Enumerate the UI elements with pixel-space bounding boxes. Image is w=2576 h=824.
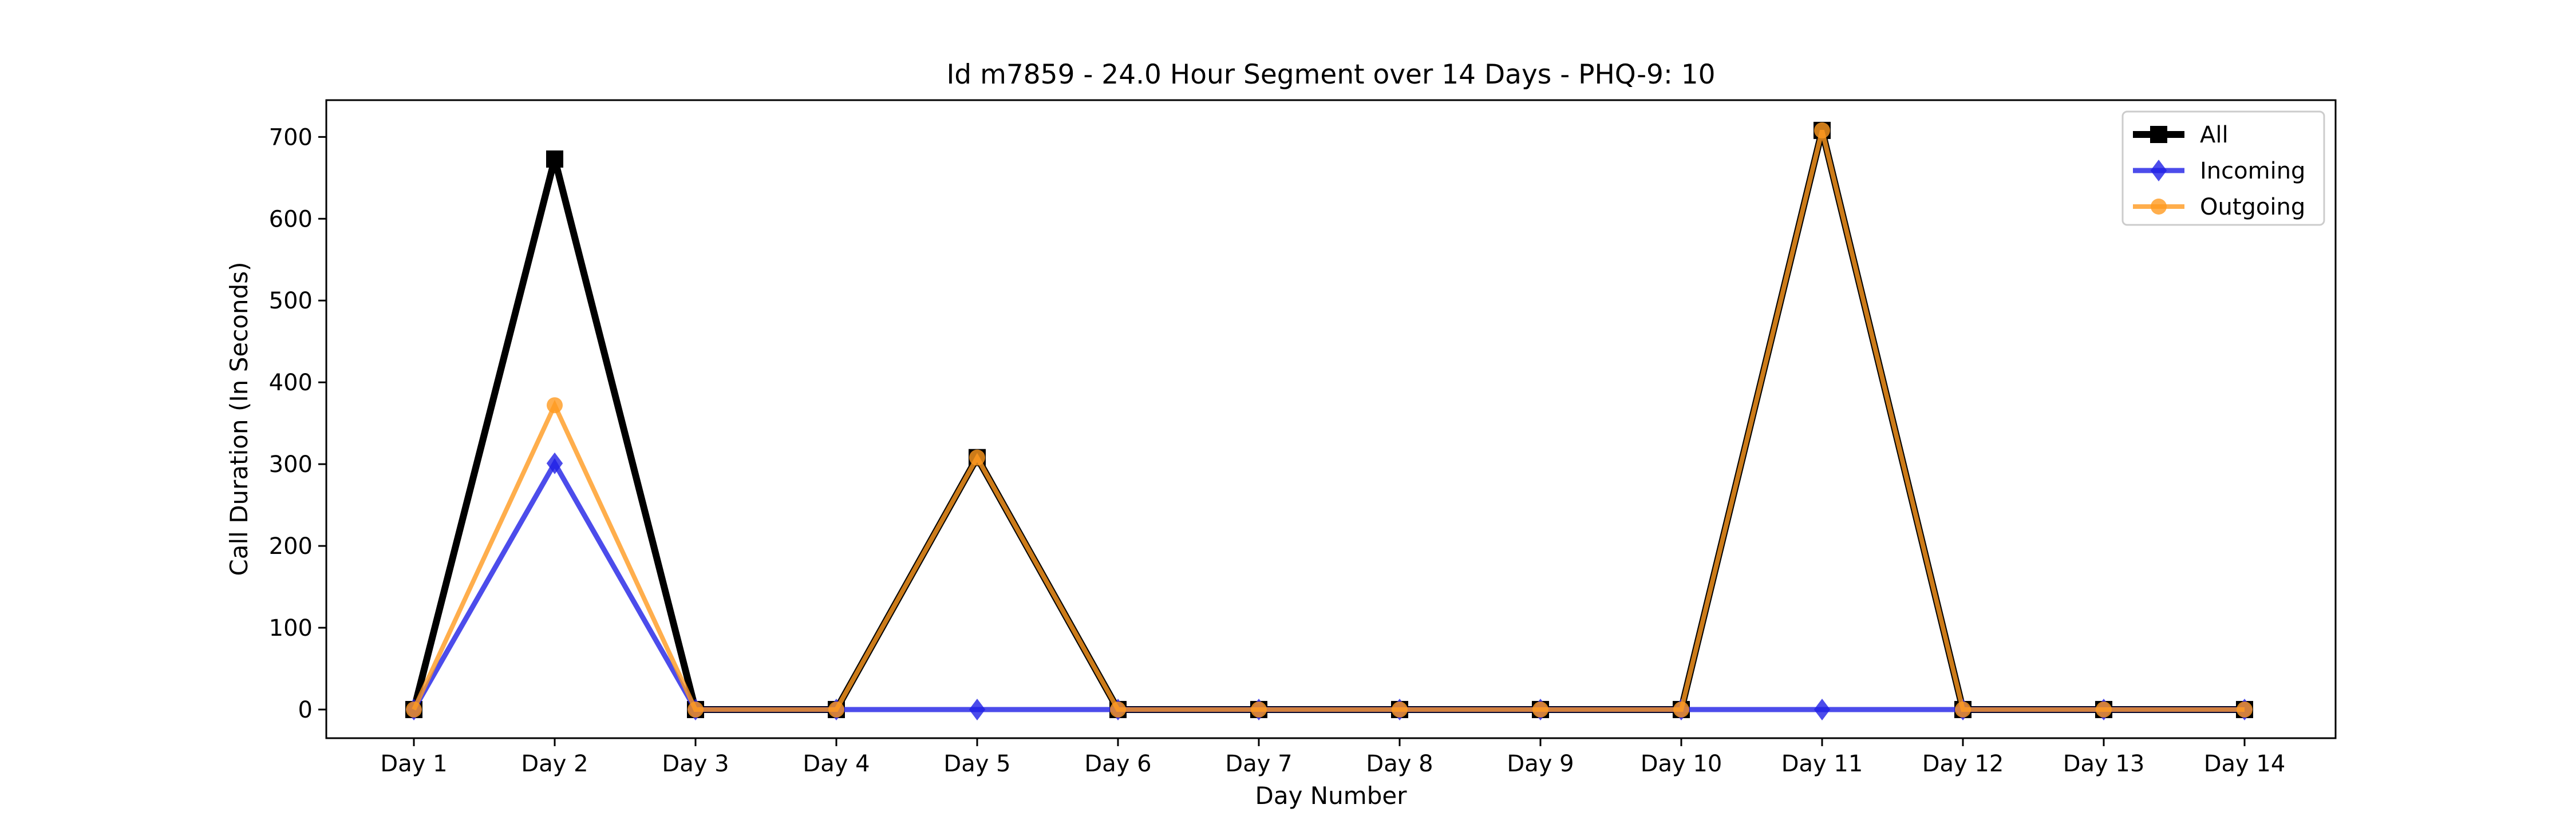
x-tick-label: Day 4 (803, 751, 870, 777)
data-point-incoming-5 (969, 698, 986, 720)
data-point-outgoing-5 (969, 449, 985, 466)
legend-marker-all (2150, 126, 2167, 143)
y-tick-label: 0 (298, 697, 313, 723)
x-tick-label: Day 10 (1641, 751, 1722, 777)
legend-label: Incoming (2200, 158, 2305, 184)
data-point-outgoing-7 (1251, 701, 1267, 718)
x-tick-label: Day 5 (943, 751, 1010, 777)
series-outgoing (406, 122, 2253, 718)
plot-frame (325, 99, 2337, 739)
data-point-outgoing-9 (1532, 701, 1548, 718)
data-point-outgoing-10 (1673, 701, 1689, 718)
data-point-outgoing-3 (688, 701, 704, 718)
x-tick-label: Day 6 (1084, 751, 1151, 777)
data-point-outgoing-8 (1392, 701, 1408, 718)
x-tick-label: Day 1 (380, 751, 447, 777)
x-axis-label: Day Number (1255, 782, 1407, 810)
legend-box (2121, 110, 2325, 226)
series-all (405, 121, 2253, 718)
x-tick-label: Day 11 (1781, 751, 1863, 777)
data-point-outgoing-14 (2237, 701, 2253, 718)
series-line-outgoing (412, 129, 2245, 712)
x-tick-label: Day 12 (1922, 751, 2004, 777)
x-tick-label: Day 8 (1366, 751, 1433, 777)
x-tick-label: Day 13 (2063, 751, 2145, 777)
legend-item-incoming: Incoming (2133, 158, 2305, 184)
x-tick-label: Day 7 (1225, 751, 1292, 777)
legend-marker-incoming (2150, 160, 2167, 181)
y-tick-label: 300 (269, 451, 313, 478)
legend-label: Outgoing (2200, 194, 2305, 220)
plot-marks (405, 121, 2253, 720)
data-point-incoming-11 (1814, 698, 1831, 720)
data-point-outgoing-11 (1814, 122, 1830, 138)
legend-item-outgoing: Outgoing (2133, 194, 2305, 220)
legend-label: All (2200, 122, 2229, 148)
data-point-outgoing-6 (1110, 701, 1126, 718)
y-axis: 0 100 200 300 400 500 600 700 (269, 124, 326, 723)
y-axis-label: Call Duration (In Seconds) (225, 262, 253, 576)
y-tick-label: 700 (269, 124, 313, 150)
data-point-outgoing-2 (547, 397, 563, 414)
data-point-all-2 (546, 150, 563, 168)
x-tick-label: Day 3 (662, 751, 729, 777)
data-point-outgoing-12 (1955, 701, 1971, 718)
y-tick-label: 600 (269, 206, 313, 232)
y-tick-label: 400 (269, 370, 313, 396)
data-point-incoming-2 (546, 452, 563, 474)
x-axis: Day 1 Day 2 Day 3 Day 4 Day 5 Day 6 Day 7 Day 8… (380, 738, 2285, 777)
chart-title: Id m7859 - 24.0 Hour Segment over 14 Day… (946, 59, 1715, 90)
data-point-outgoing-1 (406, 701, 422, 718)
data-point-outgoing-13 (2096, 701, 2112, 718)
legend-marker-outgoing (2151, 199, 2167, 215)
x-tick-label: Day 2 (521, 751, 588, 777)
data-point-outgoing-4 (828, 701, 844, 718)
x-tick-label: Day 14 (2204, 751, 2286, 777)
y-tick-label: 100 (269, 615, 313, 641)
series-line-all (410, 129, 2245, 713)
y-tick-label: 500 (269, 288, 313, 314)
y-tick-label: 200 (269, 533, 313, 560)
x-tick-label: Day 9 (1507, 751, 1574, 777)
legend: All Incoming Outgoing (2121, 110, 2325, 226)
legend-item-all: All (2133, 122, 2229, 148)
